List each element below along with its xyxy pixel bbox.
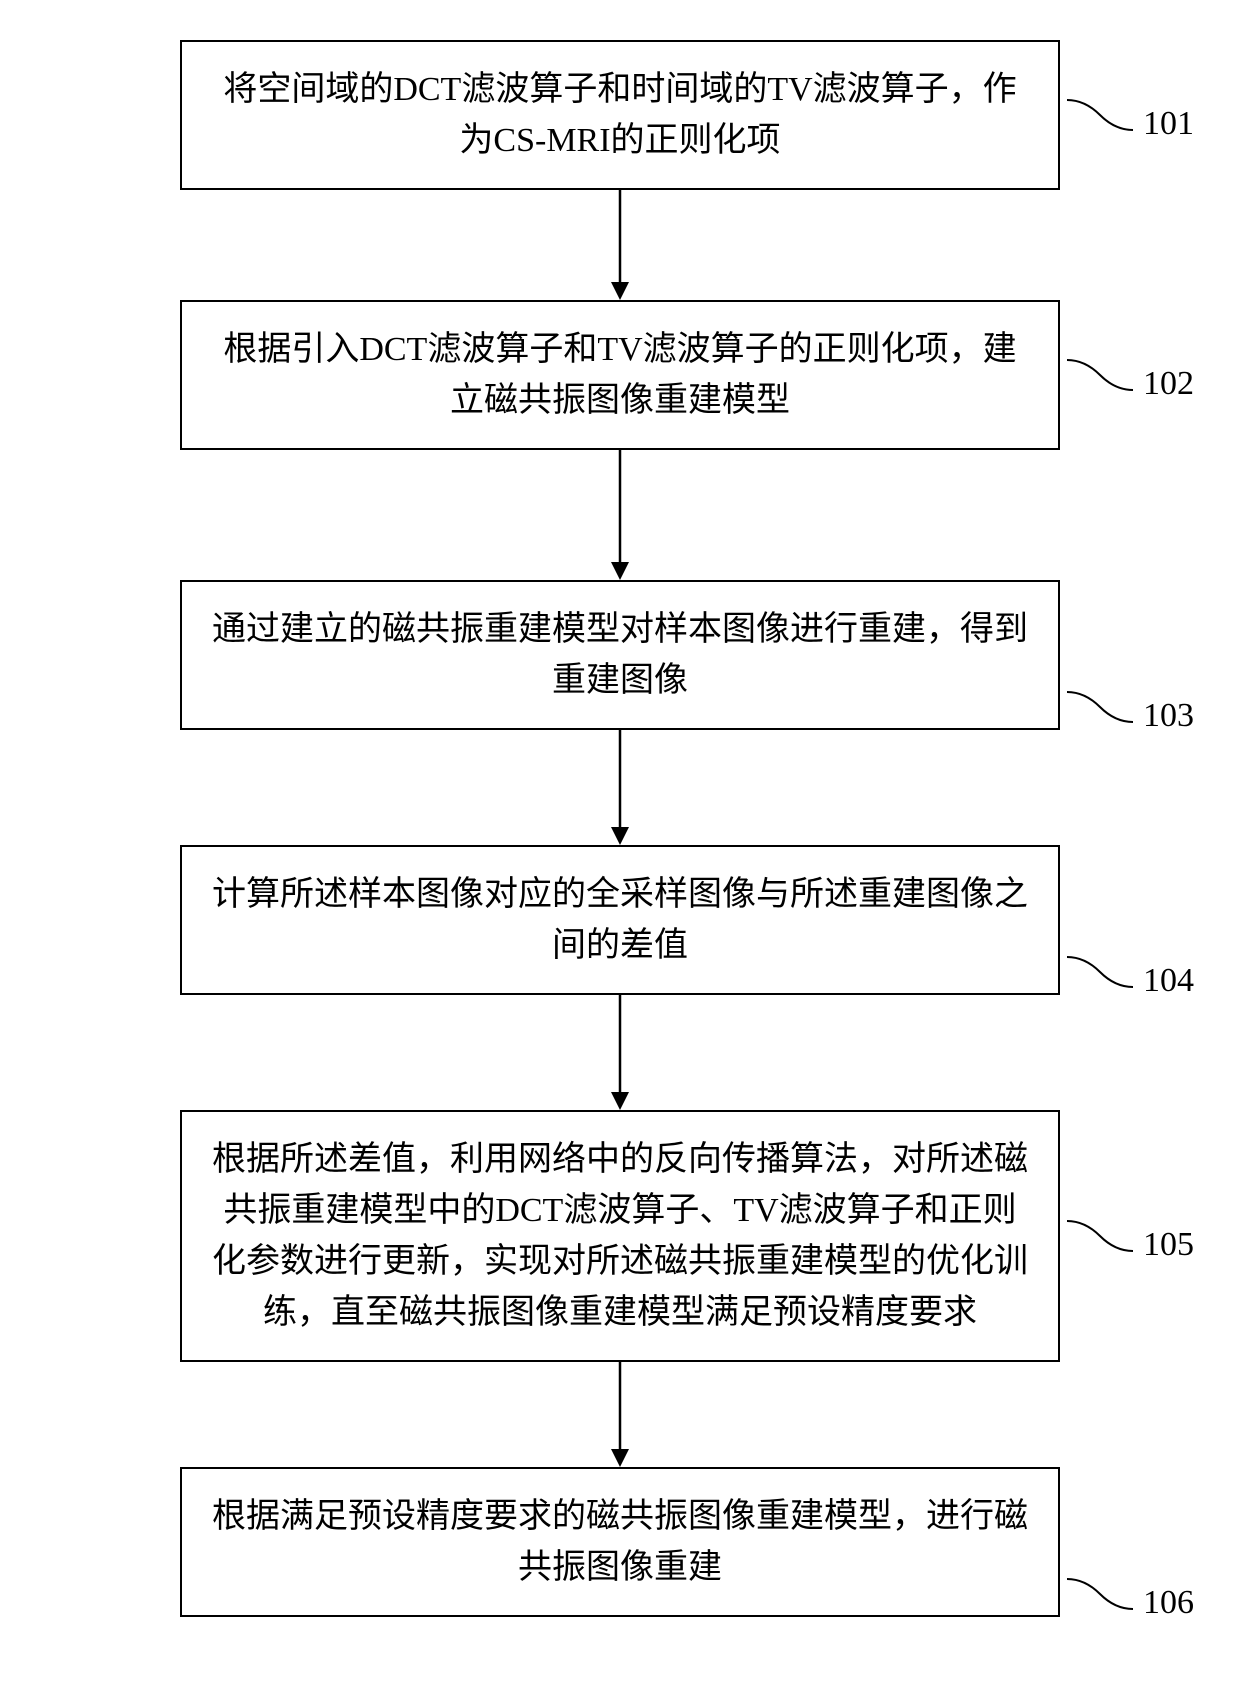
node-text: 将空间域的DCT滤波算子和时间域的TV滤波算子，作为CS-MRI的正则化项 [212,64,1028,166]
node-row: 根据引入DCT滤波算子和TV滤波算子的正则化项，建立磁共振图像重建模型 102 [60,300,1180,450]
curve-icon [1065,350,1135,400]
node-text: 计算所述样本图像对应的全采样图像与所述重建图像之间的差值 [212,869,1028,971]
node-row: 计算所述样本图像对应的全采样图像与所述重建图像之间的差值 104 [60,845,1180,995]
flowchart-node: 根据所述差值，利用网络中的反向传播算法，对所述磁共振重建模型中的DCT滤波算子、… [180,1110,1060,1362]
flowchart-node: 通过建立的磁共振重建模型对样本图像进行重建，得到重建图像 [180,580,1060,730]
curve-icon [1065,947,1135,997]
curve-icon [1065,1211,1135,1261]
node-text: 根据引入DCT滤波算子和TV滤波算子的正则化项，建立磁共振图像重建模型 [212,324,1028,426]
flowchart-node: 根据引入DCT滤波算子和TV滤波算子的正则化项，建立磁共振图像重建模型 [180,300,1060,450]
flow-arrow [60,190,1180,300]
node-label-wrap: 101 [1065,87,1194,143]
step-label: 104 [1143,962,1194,1000]
node-label-wrap: 105 [1065,1208,1194,1264]
flowchart-node: 根据满足预设精度要求的磁共振图像重建模型，进行磁共振图像重建 [180,1467,1060,1617]
node-text: 根据所述差值，利用网络中的反向传播算法，对所述磁共振重建模型中的DCT滤波算子、… [212,1134,1028,1338]
flowchart-node: 计算所述样本图像对应的全采样图像与所述重建图像之间的差值 [180,845,1060,995]
flowchart-container: 将空间域的DCT滤波算子和时间域的TV滤波算子，作为CS-MRI的正则化项 10… [60,40,1180,1617]
curve-icon [1065,90,1135,140]
node-row: 通过建立的磁共振重建模型对样本图像进行重建，得到重建图像 103 [60,580,1180,730]
node-row: 将空间域的DCT滤波算子和时间域的TV滤波算子，作为CS-MRI的正则化项 10… [60,40,1180,190]
node-row: 根据满足预设精度要求的磁共振图像重建模型，进行磁共振图像重建 106 [60,1467,1180,1617]
node-text: 根据满足预设精度要求的磁共振图像重建模型，进行磁共振图像重建 [212,1491,1028,1593]
flow-arrow [60,995,1180,1110]
node-row: 根据所述差值，利用网络中的反向传播算法，对所述磁共振重建模型中的DCT滤波算子、… [60,1110,1180,1362]
node-label-wrap: 103 [1065,679,1194,735]
step-label: 105 [1143,1226,1194,1264]
flowchart-node: 将空间域的DCT滤波算子和时间域的TV滤波算子，作为CS-MRI的正则化项 [180,40,1060,190]
flow-arrow [60,1362,1180,1467]
step-label: 102 [1143,365,1194,403]
flow-arrow [60,450,1180,580]
step-label: 101 [1143,105,1194,143]
curve-icon [1065,1569,1135,1619]
node-label-wrap: 104 [1065,944,1194,1000]
step-label: 103 [1143,697,1194,735]
flow-arrow [60,730,1180,845]
node-label-wrap: 106 [1065,1566,1194,1622]
node-label-wrap: 102 [1065,347,1194,403]
step-label: 106 [1143,1584,1194,1622]
node-text: 通过建立的磁共振重建模型对样本图像进行重建，得到重建图像 [212,604,1028,706]
curve-icon [1065,682,1135,732]
